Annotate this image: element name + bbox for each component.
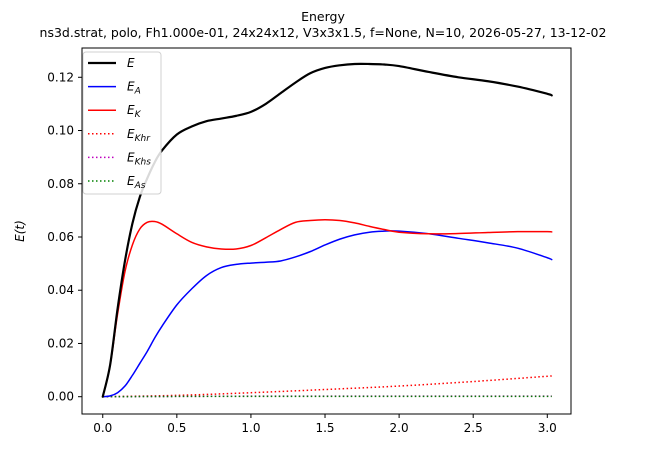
x-tick-label: 2.0: [390, 421, 409, 435]
y-tick-label: 0.06: [47, 230, 74, 244]
series-lines: [103, 64, 552, 397]
x-tick-label: 0.0: [93, 421, 112, 435]
y-tick-label: 0.00: [47, 390, 74, 404]
x-tick-label: 1.0: [241, 421, 260, 435]
series-line-e-khr: [103, 376, 552, 397]
chart-title: Energy: [301, 9, 345, 24]
x-tick-label: 3.0: [538, 421, 557, 435]
y-tick-label: 0.08: [47, 177, 74, 191]
y-tick-label: 0.02: [47, 336, 74, 350]
series-line-e-a: [103, 231, 552, 397]
y-axis-label-group: E(t): [13, 220, 27, 242]
y-tick-label: 0.10: [47, 124, 74, 138]
y-tick-label: 0.04: [47, 283, 74, 297]
chart-subtitle: ns3d.strat, polo, Fh1.000e-01, 24x24x12,…: [40, 25, 607, 40]
y-axis-label: E(t): [13, 220, 27, 242]
x-tick-label: 1.5: [315, 421, 334, 435]
x-tick-label: 0.5: [167, 421, 186, 435]
legend-box: [83, 52, 161, 194]
y-tick-label: 0.12: [47, 70, 74, 84]
x-tick-label: 2.5: [464, 421, 483, 435]
series-line-e-k: [103, 220, 552, 397]
legend-label: E: [127, 56, 135, 70]
